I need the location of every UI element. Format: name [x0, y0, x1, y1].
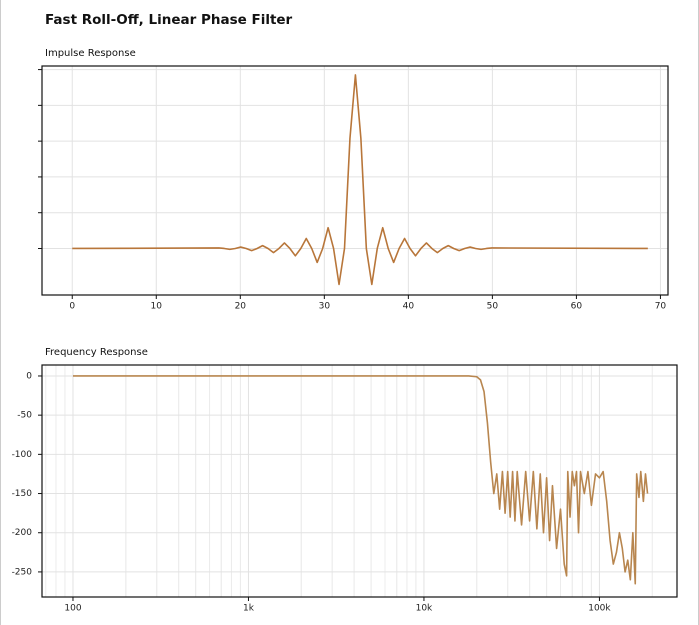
chart-title: Frequency Response	[45, 347, 148, 358]
x-tick-label: 70	[655, 302, 667, 312]
y-tick-label: -200	[12, 528, 33, 538]
data-line	[72, 375, 649, 585]
x-tick-label: 1k	[243, 604, 255, 614]
y-tick-label: -150	[12, 489, 33, 499]
x-tick-label: 100k	[588, 604, 611, 614]
y-tick-label: -100	[12, 450, 33, 460]
y-tick-label: -250	[12, 567, 33, 577]
x-tick-label: 20	[235, 302, 247, 312]
x-tick-label: 50	[487, 302, 499, 312]
x-tick-label: 0	[69, 302, 75, 312]
x-tick-label: 10	[151, 302, 163, 312]
y-tick-label: 0	[26, 371, 32, 381]
page-title: Fast Roll-Off, Linear Phase Filter	[45, 12, 293, 28]
x-tick-label: 40	[403, 302, 415, 312]
x-tick-label: 100	[64, 604, 81, 614]
plot-frame	[41, 65, 669, 296]
data-line	[72, 74, 648, 286]
chart-title: Impulse Response	[45, 48, 136, 59]
x-tick-label: 60	[571, 302, 583, 312]
x-tick-label: 10k	[416, 604, 433, 614]
x-tick-label: 30	[319, 302, 331, 312]
y-tick-label: -50	[17, 411, 32, 421]
plot-frame	[41, 364, 678, 598]
